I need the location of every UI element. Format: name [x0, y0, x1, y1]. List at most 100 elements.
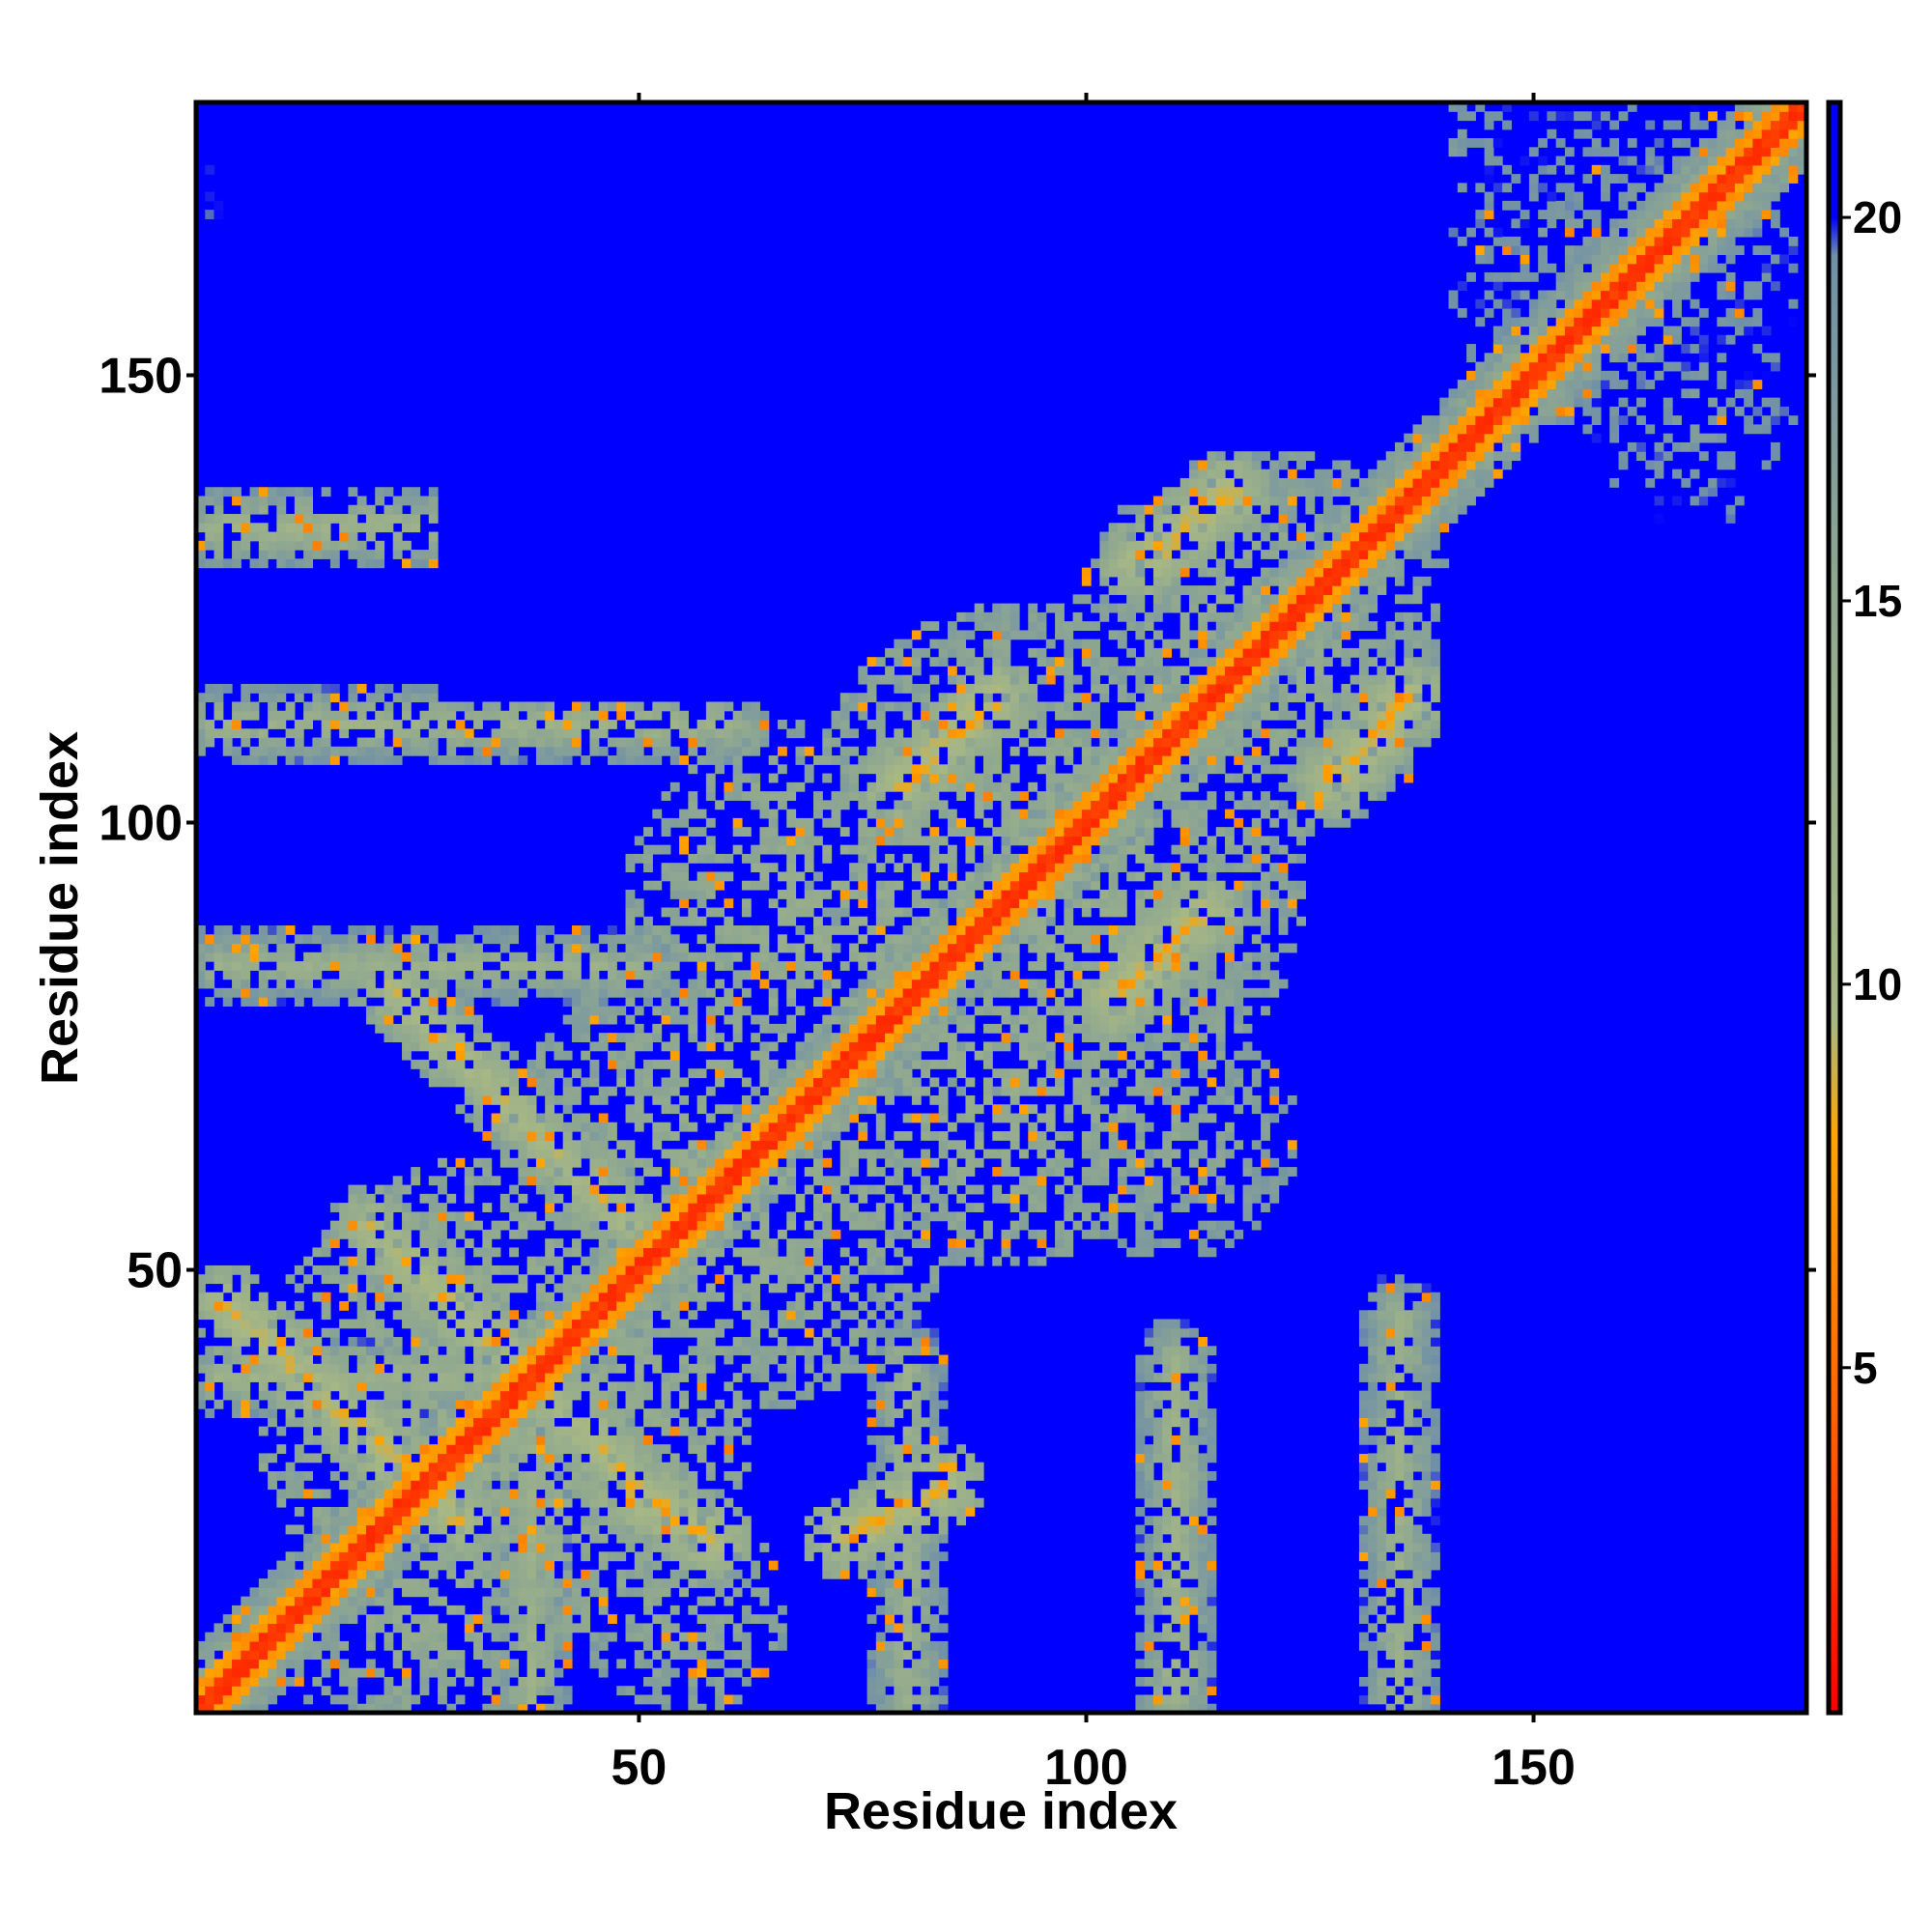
heatmap-cell	[222, 1614, 233, 1624]
heatmap-cell	[732, 1337, 743, 1347]
heatmap-cell	[688, 809, 698, 819]
heatmap-cell	[751, 1319, 761, 1329]
heatmap-cell	[858, 871, 868, 882]
heatmap-cell	[598, 1193, 609, 1204]
heatmap-cell	[885, 997, 895, 1007]
heatmap-cell	[455, 1605, 466, 1615]
heatmap-cell	[643, 1229, 653, 1239]
heatmap-cell	[535, 1453, 546, 1463]
heatmap-cell	[885, 1068, 895, 1079]
heatmap-cell	[438, 979, 447, 989]
heatmap-cell	[232, 1605, 242, 1615]
heatmap-cell	[241, 1614, 251, 1624]
heatmap-cell	[526, 1444, 537, 1455]
heatmap-cell	[732, 1292, 743, 1302]
heatmap-cell	[499, 720, 510, 729]
heatmap-cell	[875, 827, 886, 838]
heatmap-cell	[858, 1363, 868, 1374]
heatmap-cell	[894, 1489, 904, 1499]
heatmap-cell	[679, 1363, 689, 1374]
heatmap-cell	[321, 943, 331, 953]
heatmap-cell	[759, 1050, 770, 1061]
heatmap-cell	[419, 1426, 430, 1436]
heatmap-cell	[768, 1640, 779, 1651]
heatmap-cell	[589, 1462, 600, 1472]
heatmap-cell	[759, 1077, 770, 1088]
heatmap-cell	[446, 1337, 457, 1347]
heatmap-cell	[608, 1229, 617, 1239]
heatmap-cell	[625, 898, 636, 909]
heatmap-cell	[885, 1417, 895, 1428]
heatmap-cell	[509, 1533, 519, 1544]
heatmap-cell	[419, 1470, 430, 1481]
heatmap-cell	[473, 1283, 483, 1293]
heatmap-cell	[849, 844, 859, 855]
heatmap-cell	[768, 1256, 779, 1266]
heatmap-cell	[571, 1149, 582, 1159]
heatmap-cell	[499, 1605, 510, 1615]
heatmap-cell	[491, 728, 501, 739]
heatmap-cell	[258, 952, 269, 962]
heatmap-cell	[428, 1319, 439, 1329]
heatmap-cell	[741, 853, 752, 864]
heatmap-cell	[831, 1077, 841, 1088]
heatmap-cell	[885, 773, 895, 783]
heatmap-cell	[724, 1014, 734, 1025]
heatmap-cell	[894, 1686, 904, 1696]
heatmap-cell	[643, 1193, 653, 1204]
heatmap-cell	[205, 487, 215, 497]
heatmap-cell	[858, 853, 868, 864]
heatmap-cell	[661, 1310, 671, 1321]
heatmap-cell	[526, 1220, 537, 1231]
heatmap-cell	[751, 1167, 761, 1177]
heatmap-cell	[902, 817, 913, 828]
heatmap-cell	[813, 809, 823, 819]
heatmap-cell	[875, 657, 886, 668]
heatmap-cell	[365, 1319, 376, 1329]
heatmap-cell	[643, 755, 653, 765]
heatmap-cell	[875, 1184, 886, 1195]
heatmap-cell	[402, 1283, 412, 1293]
heatmap-cell	[581, 1140, 591, 1151]
heatmap-cell	[375, 1184, 385, 1195]
heatmap-cell	[384, 1184, 394, 1195]
heatmap-cell	[499, 1157, 510, 1168]
heatmap-cell	[499, 1667, 510, 1678]
heatmap-cell	[885, 853, 895, 864]
heatmap-cell	[411, 961, 421, 971]
heatmap-cell	[608, 1417, 617, 1428]
heatmap-cell	[822, 1104, 833, 1115]
heatmap-cell	[509, 1560, 519, 1571]
heatmap-cell	[625, 907, 636, 918]
heatmap-cell	[581, 1014, 591, 1025]
heatmap-cell	[222, 970, 233, 980]
heatmap-cell	[303, 1256, 313, 1266]
heatmap-cell	[625, 1506, 636, 1517]
heatmap-cell	[464, 1113, 474, 1123]
heatmap-cell	[411, 1435, 421, 1445]
heatmap-cell	[535, 1417, 546, 1428]
heatmap-cell	[741, 1578, 752, 1588]
heatmap-cell	[222, 934, 233, 945]
heatmap-cell	[705, 907, 716, 918]
heatmap-cell	[831, 1533, 841, 1544]
heatmap-cell	[196, 1363, 206, 1374]
heatmap-cell	[634, 1068, 644, 1079]
heatmap-cell	[724, 916, 734, 926]
heatmap-cell	[589, 1497, 600, 1508]
heatmap-cell	[751, 970, 761, 980]
heatmap-cell	[715, 997, 724, 1007]
heatmap-cell	[249, 1327, 260, 1338]
heatmap-cell	[741, 1113, 752, 1123]
heatmap-cell	[652, 1506, 663, 1517]
heatmap-cell	[526, 728, 537, 739]
heatmap-cell	[356, 1703, 367, 1714]
heatmap-cell	[885, 916, 895, 926]
heatmap-cell	[348, 1560, 358, 1571]
heatmap-cell	[356, 979, 367, 989]
heatmap-cell	[535, 1068, 546, 1079]
heatmap-cell	[589, 997, 600, 1007]
heatmap-cell	[222, 961, 233, 971]
heatmap-cell	[268, 540, 277, 551]
heatmap-cell	[222, 1264, 233, 1275]
